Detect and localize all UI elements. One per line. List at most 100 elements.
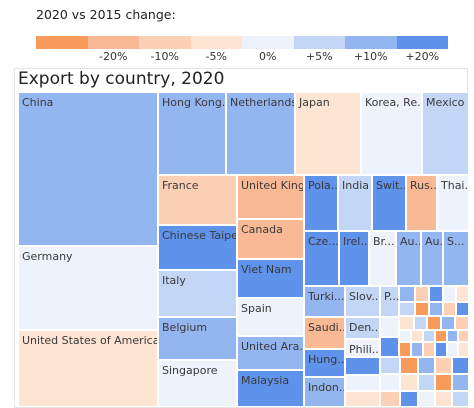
treemap-cell-label: Italy xyxy=(162,274,186,287)
treemap-small-cell[interactable] xyxy=(414,316,427,330)
treemap-small-cell[interactable] xyxy=(427,316,441,330)
treemap-small-cell[interactable] xyxy=(345,391,380,407)
treemap-small-cell[interactable] xyxy=(443,302,456,316)
treemap-small-cell[interactable] xyxy=(443,286,456,302)
treemap-small-cell[interactable] xyxy=(452,391,469,407)
treemap-cell-label: Belgium xyxy=(162,321,208,334)
treemap-small-cell[interactable] xyxy=(435,330,447,342)
treemap-cell[interactable]: Irel... xyxy=(339,231,369,286)
treemap-small-cell[interactable] xyxy=(423,342,435,357)
treemap-cell[interactable]: Turki... xyxy=(304,286,345,317)
treemap-small-cell[interactable] xyxy=(399,302,415,316)
treemap-small-cell[interactable] xyxy=(380,317,399,337)
treemap-cell[interactable]: Belgium xyxy=(158,317,237,360)
treemap-cell[interactable]: Phili... xyxy=(345,339,380,357)
treemap-cell-label: S... xyxy=(447,235,465,248)
treemap-cell-label: Den... xyxy=(349,321,380,334)
treemap-small-cell[interactable] xyxy=(418,391,435,407)
treemap-cell[interactable]: Spain xyxy=(237,298,304,336)
treemap-cell[interactable]: Hung... xyxy=(304,349,345,377)
treemap-small-cell[interactable] xyxy=(423,330,435,342)
treemap-small-cell[interactable] xyxy=(418,357,435,374)
treemap-cell[interactable]: Indon... xyxy=(304,377,345,407)
legend-swatch xyxy=(190,36,242,49)
treemap-small-cell[interactable] xyxy=(411,330,423,342)
treemap-cell-label: United King... xyxy=(241,179,303,192)
treemap-small-cell[interactable] xyxy=(418,374,435,391)
treemap-small-cell[interactable] xyxy=(435,374,452,391)
treemap-cell[interactable]: France xyxy=(158,175,237,225)
treemap-cell-label: Netherlands xyxy=(230,96,295,109)
treemap-small-cell[interactable] xyxy=(452,374,469,391)
treemap-cell[interactable]: Malaysia xyxy=(237,370,304,407)
treemap-cell[interactable]: Au... xyxy=(421,231,443,286)
treemap-cell-label: Indon... xyxy=(308,381,344,394)
treemap-small-cell[interactable] xyxy=(415,302,429,316)
treemap-cell[interactable]: Pola... xyxy=(304,175,338,231)
treemap-cell-label: United States of America xyxy=(22,334,158,347)
treemap-small-cell[interactable] xyxy=(429,286,443,302)
treemap-small-cell[interactable] xyxy=(415,286,429,302)
treemap-cell[interactable]: Viet Nam xyxy=(237,259,304,298)
treemap-small-cell[interactable] xyxy=(380,391,400,407)
treemap-cell[interactable]: Swit... xyxy=(372,175,406,231)
treemap-cell[interactable]: United King... xyxy=(237,175,304,219)
treemap-small-cell[interactable] xyxy=(456,302,469,316)
treemap-small-cell[interactable] xyxy=(345,357,380,375)
treemap-small-cell[interactable] xyxy=(380,374,400,391)
treemap-small-cell[interactable] xyxy=(455,316,469,330)
treemap-cell[interactable]: China xyxy=(18,92,158,246)
treemap-cell[interactable]: Saudi... xyxy=(304,317,345,349)
treemap-cell[interactable]: Netherlands xyxy=(226,92,295,175)
treemap-cell[interactable]: Cze... xyxy=(304,231,339,286)
treemap-small-cell[interactable] xyxy=(399,316,414,330)
treemap-cell[interactable]: United Ara... xyxy=(237,336,304,370)
legend-title: 2020 vs 2015 change: xyxy=(36,7,176,22)
treemap-cell[interactable]: S... xyxy=(443,231,469,286)
treemap-small-cell[interactable] xyxy=(441,316,455,330)
treemap-small-cell[interactable] xyxy=(399,286,415,302)
treemap-cell[interactable]: Germany xyxy=(18,246,158,330)
treemap-cell[interactable]: Thai... xyxy=(437,175,469,231)
treemap-cell[interactable]: Br... xyxy=(369,231,396,286)
treemap-small-cell[interactable] xyxy=(452,357,469,374)
treemap-small-cell[interactable] xyxy=(380,337,399,357)
treemap-cell-label: Slov... xyxy=(349,290,380,303)
treemap-small-cell[interactable] xyxy=(400,374,418,391)
treemap-small-cell[interactable] xyxy=(435,342,447,357)
treemap-small-cell[interactable] xyxy=(411,342,423,357)
treemap-cell[interactable]: Rus... xyxy=(406,175,437,231)
treemap-cell[interactable]: Slov... xyxy=(345,286,380,317)
treemap-cell-label: Viet Nam xyxy=(241,263,292,276)
treemap-cell[interactable]: Au... xyxy=(396,231,421,286)
treemap-small-cell[interactable] xyxy=(399,330,411,342)
treemap-small-cell[interactable] xyxy=(456,286,469,302)
treemap-cell[interactable]: P... xyxy=(380,286,399,317)
treemap-cell[interactable]: India xyxy=(338,175,372,231)
chart-title: Export by country, 2020 xyxy=(18,69,225,89)
treemap-small-cell[interactable] xyxy=(400,391,418,407)
treemap-small-cell[interactable] xyxy=(447,342,458,357)
treemap-cell[interactable]: United States of America xyxy=(18,330,158,407)
treemap-cell[interactable]: Den... xyxy=(345,317,380,339)
treemap-small-cell[interactable] xyxy=(399,342,411,357)
treemap-small-cell[interactable] xyxy=(458,330,469,342)
treemap-small-cell[interactable] xyxy=(380,357,400,374)
treemap-cell-label: Thai... xyxy=(441,179,468,192)
treemap-cell[interactable]: Chinese Taipei xyxy=(158,225,237,270)
treemap-cell[interactable]: Mexico xyxy=(422,92,469,175)
treemap-cell[interactable]: Italy xyxy=(158,270,237,317)
treemap-small-cell[interactable] xyxy=(345,375,380,391)
treemap-small-cell[interactable] xyxy=(458,342,469,357)
treemap-small-cell[interactable] xyxy=(435,391,452,407)
treemap-small-cell[interactable] xyxy=(435,357,452,374)
treemap-cell[interactable]: Hong Kong... xyxy=(158,92,226,175)
treemap-small-cell[interactable] xyxy=(447,330,458,342)
treemap-small-cell[interactable] xyxy=(400,357,418,374)
treemap-cell[interactable]: Canada xyxy=(237,219,304,259)
treemap-cell[interactable]: Singapore xyxy=(158,360,237,407)
treemap-small-cell[interactable] xyxy=(429,302,443,316)
treemap-cell[interactable]: Korea, Re... xyxy=(361,92,422,175)
treemap-cell[interactable]: Japan xyxy=(295,92,361,175)
